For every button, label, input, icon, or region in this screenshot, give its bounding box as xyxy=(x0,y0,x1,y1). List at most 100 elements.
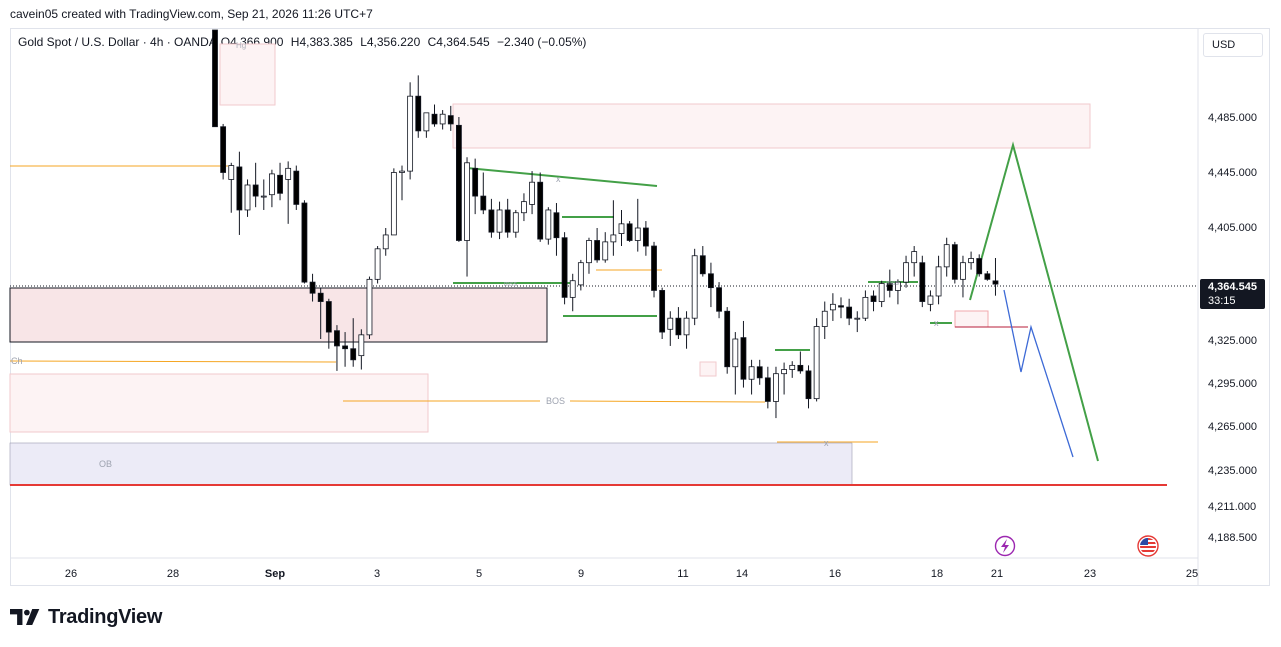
candle-up[interactable] xyxy=(610,234,617,243)
candle-up[interactable] xyxy=(968,258,974,264)
candle-up[interactable] xyxy=(228,165,235,180)
candle-down[interactable] xyxy=(626,223,633,241)
candle-down[interactable] xyxy=(480,195,487,211)
candle-down[interactable] xyxy=(870,295,877,302)
candle-up[interactable] xyxy=(732,338,739,368)
us-flag-icon[interactable] xyxy=(1137,535,1159,557)
candle-down[interactable] xyxy=(886,283,893,291)
candle-down[interactable] xyxy=(277,174,283,194)
candle-up[interactable] xyxy=(577,262,584,286)
candle-up[interactable] xyxy=(521,201,527,214)
candle-up[interactable] xyxy=(269,173,275,196)
candle-up[interactable] xyxy=(496,209,503,233)
time-axis[interactable]: 26 28 Sep 3 5 9 11 14 16 18 21 23 25 xyxy=(65,568,1198,580)
candle-up[interactable] xyxy=(691,255,698,319)
candle-down[interactable] xyxy=(675,317,682,336)
candle-down[interactable] xyxy=(951,244,958,280)
candle-down[interactable] xyxy=(309,281,316,294)
candle-down[interactable] xyxy=(220,126,227,173)
candle-down[interactable] xyxy=(659,290,666,333)
lightning-icon[interactable] xyxy=(994,535,1016,557)
candle-up[interactable] xyxy=(602,241,609,261)
candle-up[interactable] xyxy=(545,209,552,240)
candle-up[interactable] xyxy=(407,95,414,172)
candle-up[interactable] xyxy=(829,303,836,311)
candle-down[interactable] xyxy=(805,370,812,400)
price-axis[interactable]: 4,485.000 4,445.000 4,405.000 4,325.000 … xyxy=(1208,112,1257,544)
candle-up[interactable] xyxy=(366,278,373,336)
currency-selector[interactable]: USD xyxy=(1203,33,1263,57)
candle-up[interactable] xyxy=(813,326,820,400)
candle-up[interactable] xyxy=(390,172,397,236)
candle-down[interactable] xyxy=(708,273,714,289)
candle-up[interactable] xyxy=(903,262,909,283)
candle-down[interactable] xyxy=(350,348,357,361)
candle-up[interactable] xyxy=(878,283,885,302)
candle-up[interactable] xyxy=(423,112,430,132)
candle-down[interactable] xyxy=(724,310,731,368)
candle-down[interactable] xyxy=(252,184,259,197)
candle-up[interactable] xyxy=(960,262,966,280)
candle-down[interactable] xyxy=(325,301,332,333)
candle-up[interactable] xyxy=(748,366,755,380)
candle-up[interactable] xyxy=(895,281,901,291)
candle-up[interactable] xyxy=(683,317,690,336)
candle-down[interactable] xyxy=(838,305,844,308)
candle-down[interactable] xyxy=(334,330,340,347)
candle-down[interactable] xyxy=(342,345,348,350)
candle-up[interactable] xyxy=(911,251,918,264)
candle-down[interactable] xyxy=(699,255,706,275)
candle-down[interactable] xyxy=(553,212,560,239)
candle-up[interactable] xyxy=(358,334,365,357)
candle-up[interactable] xyxy=(569,280,576,298)
candle-up[interactable] xyxy=(464,162,470,241)
candle-up[interactable] xyxy=(512,212,519,233)
candle-down[interactable] xyxy=(212,29,218,128)
candle-up[interactable] xyxy=(634,227,641,241)
candle-up[interactable] xyxy=(943,244,950,268)
candle-down[interactable] xyxy=(740,337,747,380)
candle-down[interactable] xyxy=(447,115,454,125)
candle-down[interactable] xyxy=(488,209,495,233)
candle-down[interactable] xyxy=(919,262,926,302)
candle-down[interactable] xyxy=(415,95,422,132)
candle-down[interactable] xyxy=(236,166,243,211)
candle-down[interactable] xyxy=(537,181,544,240)
candle-down[interactable] xyxy=(716,287,722,312)
candle-up[interactable] xyxy=(382,234,389,250)
candle-down[interactable] xyxy=(561,237,568,298)
candle-down[interactable] xyxy=(504,209,511,233)
candle-down[interactable] xyxy=(992,280,999,285)
candle-up[interactable] xyxy=(374,248,381,280)
candle-up[interactable] xyxy=(244,184,251,211)
candle-down[interactable] xyxy=(976,258,983,275)
candle-up[interactable] xyxy=(862,296,869,319)
candle-down[interactable] xyxy=(984,273,991,280)
candle-up[interactable] xyxy=(399,170,405,173)
candle-down[interactable] xyxy=(293,170,300,205)
candle-down[interactable] xyxy=(455,124,462,241)
candle-up[interactable] xyxy=(586,240,592,264)
candle-down[interactable] xyxy=(317,292,324,302)
candle-down[interactable] xyxy=(642,227,649,247)
legend-symbol[interactable]: Gold Spot / U.S. Dollar · 4h · OANDA xyxy=(18,35,217,49)
candle-up[interactable] xyxy=(789,364,796,370)
candle-up[interactable] xyxy=(285,167,292,180)
candle-down[interactable] xyxy=(764,377,771,402)
candle-up[interactable] xyxy=(618,223,625,234)
candle-down[interactable] xyxy=(472,167,479,197)
candle-down[interactable] xyxy=(651,245,657,291)
candle-down[interactable] xyxy=(594,240,601,261)
candle-down[interactable] xyxy=(797,364,804,372)
tradingview-brand[interactable]: TradingView xyxy=(10,605,162,629)
candle-up[interactable] xyxy=(667,317,674,330)
candle-up[interactable] xyxy=(935,266,942,297)
candle-down[interactable] xyxy=(756,366,763,379)
candle-up[interactable] xyxy=(854,317,861,320)
candle-up[interactable] xyxy=(821,310,828,327)
candle-down[interactable] xyxy=(301,202,308,283)
candle-up[interactable] xyxy=(439,113,446,125)
candle-up[interactable] xyxy=(260,195,267,198)
candle-up[interactable] xyxy=(773,373,779,402)
